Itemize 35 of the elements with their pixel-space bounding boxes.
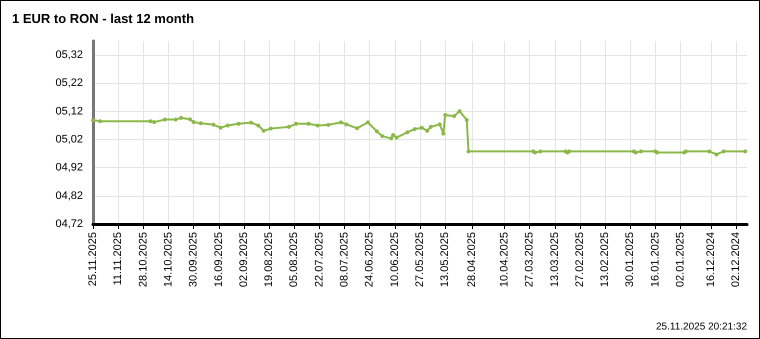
x-tick-label: 25.11.2025: [87, 232, 99, 286]
x-tick-label: 02.01.2025: [674, 232, 687, 288]
x-tick-label: 16.01.2025: [649, 232, 662, 288]
x-tick-label: 02.09.2025: [238, 232, 250, 288]
x-tick-label: 13.05.2025: [439, 232, 452, 288]
y-tick-label: 05,22: [55, 77, 83, 90]
x-tick-label: 11.11.2025: [112, 232, 124, 286]
x-tick-label: 02.12.2024: [730, 232, 742, 288]
x-tick-label: 05.08.2025: [288, 232, 300, 288]
x-tick-label: 22.07.2025: [313, 232, 326, 288]
x-tick-label: 30.09.2025: [188, 232, 200, 288]
x-tick-label: 13.02.2025: [599, 232, 612, 288]
x-tick-label: 08.07.2025: [338, 232, 351, 288]
x-tick-label: 30.01.2025: [624, 232, 636, 288]
x-tick-label: 27.05.2025: [414, 232, 426, 288]
x-tick-label: 14.10.2025: [162, 232, 174, 288]
chart-title: 1 EUR to RON - last 12 month: [12, 11, 194, 26]
x-tick-label: 19.08.2025: [263, 232, 276, 288]
x-tick-label: 16.12.2024: [705, 232, 718, 288]
x-tick-label: 28.10.2025: [137, 232, 150, 288]
x-tick-label: 28.04.2025: [466, 232, 478, 288]
y-tick-label: 04,92: [55, 162, 83, 174]
text: 25.11.2025 20:21:32: [656, 322, 748, 332]
y-tick-label: 05,02: [55, 134, 83, 146]
y-tick-label: 05,32: [55, 49, 83, 62]
x-tick-label: 24.06.2025: [364, 232, 376, 288]
x-tick-label: 13.03.2025: [548, 232, 561, 288]
x-tick-label: 10.04.2025: [498, 232, 510, 288]
y-tick-label: 04,72: [55, 218, 83, 230]
x-tick-label: 16.09.2025: [212, 232, 225, 288]
x-tick-label: 27.03.2025: [524, 232, 536, 288]
y-tick-label: 05,12: [55, 105, 83, 118]
x-tick-label: 10.06.2025: [388, 232, 401, 288]
x-tick-label: 27.02.2025: [574, 232, 586, 288]
y-tick-label: 04,82: [55, 190, 83, 202]
